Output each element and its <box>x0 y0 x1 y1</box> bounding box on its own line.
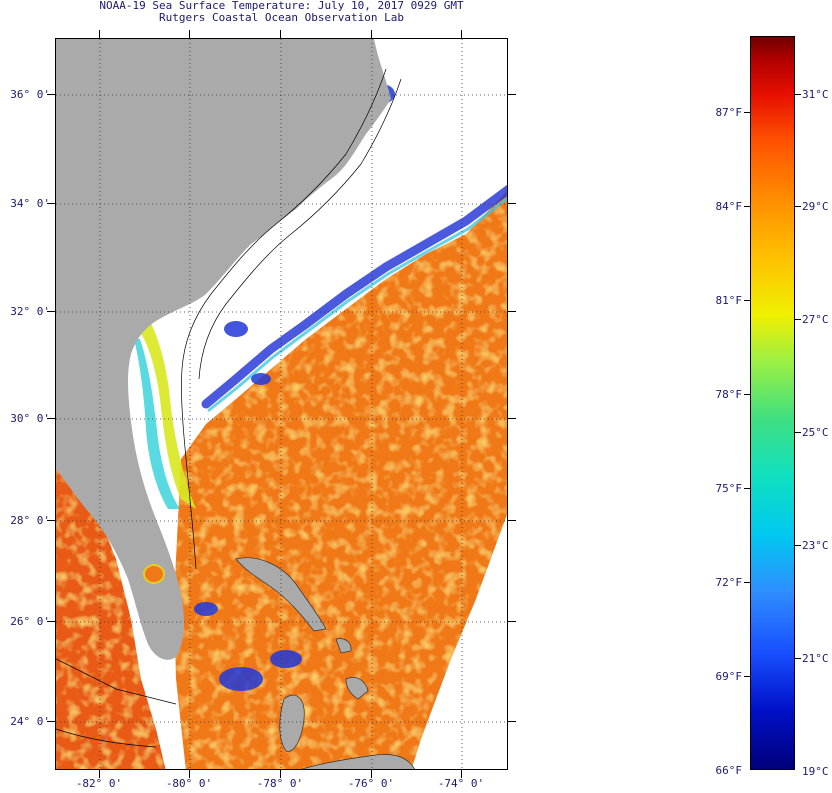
bathymetry-contours <box>56 68 402 748</box>
page-subtitle: Rutgers Coastal Ocean Observation Lab <box>158 11 405 24</box>
lon-tick-3-b <box>371 770 372 778</box>
lon-tick-0-t <box>99 30 100 38</box>
sst-map[interactable] <box>55 38 508 770</box>
colorbar-f-tick-3 <box>744 394 750 395</box>
cool-front <box>201 184 507 409</box>
colorbar-f-tick-1 <box>744 206 750 207</box>
lat-tick-4-l <box>47 520 55 521</box>
lon-tick-0-b <box>99 770 100 778</box>
lat-label-24: 24° 0' <box>10 715 50 728</box>
lat-label-28: 28° 0' <box>10 514 50 527</box>
colorbar-c-tick-0 <box>795 94 801 95</box>
lat-label-30: 30° 0' <box>10 412 50 425</box>
lat-label-36: 36° 0' <box>10 88 50 101</box>
temperature-colorbar <box>750 36 795 770</box>
colorbar-c-tick-1 <box>795 206 801 207</box>
page-title: NOAA-19 Sea Surface Temperature: July 10… <box>99 0 464 12</box>
colorbar-f-78: 78°F <box>715 388 743 401</box>
nearshore-band <box>134 311 196 509</box>
colorbar-f-tick-2 <box>744 300 750 301</box>
colorbar-f-75: 75°F <box>715 482 743 495</box>
colorbar-f-tick-5 <box>744 582 750 583</box>
colorbar-f-84: 84°F <box>715 200 743 213</box>
colorbar-c-23: 23°C <box>802 539 829 552</box>
colorbar-c-29: 29°C <box>802 200 829 213</box>
lat-tick-4-r <box>508 520 516 521</box>
lat-label-26: 26° 0' <box>10 615 50 628</box>
lat-label-34: 34° 0' <box>10 197 50 210</box>
colorbar-f-81: 81°F <box>715 294 743 307</box>
colorbar-f-69: 69°F <box>715 670 743 683</box>
colorbar-c-tick-2 <box>795 319 801 320</box>
colorbar-f-tick-6 <box>744 676 750 677</box>
warm-water-region <box>56 191 507 769</box>
lat-tick-5-r <box>508 621 516 622</box>
lat-tick-5-l <box>47 621 55 622</box>
lon-tick-2-b <box>280 770 281 778</box>
lat-tick-2-l <box>47 311 55 312</box>
lon-tick-1-b <box>189 770 190 778</box>
colorbar-c-27: 27°C <box>802 313 829 326</box>
colorbar-c-tick-5 <box>795 658 801 659</box>
colorbar-f-tick-0 <box>744 112 750 113</box>
colorbar-f-72: 72°F <box>715 576 743 589</box>
lat-tick-6-l <box>47 721 55 722</box>
lon-label-82: -82° 0' <box>75 777 123 790</box>
lon-tick-3-t <box>371 30 372 38</box>
lat-tick-1-l <box>47 203 55 204</box>
colorbar-c-tick-4 <box>795 545 801 546</box>
lat-tick-3-r <box>508 418 516 419</box>
lon-tick-4-t <box>461 30 462 38</box>
land-mainland <box>56 39 391 660</box>
lat-tick-2-r <box>508 311 516 312</box>
lat-tick-0-l <box>47 94 55 95</box>
colorbar-c-19: 19°C <box>802 765 829 778</box>
colorbar-c-tick-3 <box>795 432 801 433</box>
lat-tick-1-r <box>508 203 516 204</box>
cuba-land <box>301 754 416 769</box>
lon-label-80: -80° 0' <box>165 777 213 790</box>
lon-label-76: -76° 0' <box>347 777 395 790</box>
lake-okeechobee <box>143 564 165 584</box>
sst-map-image <box>56 39 507 769</box>
colorbar-f-87: 87°F <box>715 106 743 119</box>
lat-label-32: 32° 0' <box>10 305 50 318</box>
lon-tick-1-t <box>189 30 190 38</box>
lat-tick-0-r <box>508 94 516 95</box>
lon-label-74: -74° 0' <box>437 777 485 790</box>
lon-tick-2-t <box>280 30 281 38</box>
colorbar-c-31: 31°C <box>802 88 829 101</box>
bahamas-islands <box>235 557 369 752</box>
lat-tick-3-l <box>47 418 55 419</box>
lat-tick-6-r <box>508 721 516 722</box>
colorbar-c-21: 21°C <box>802 652 829 665</box>
colorbar-c-25: 25°C <box>802 426 829 439</box>
colorbar-f-66: 66°F <box>715 764 743 777</box>
lon-label-78: -78° 0' <box>256 777 304 790</box>
colorbar-f-tick-4 <box>744 488 750 489</box>
lon-tick-4-b <box>461 770 462 778</box>
